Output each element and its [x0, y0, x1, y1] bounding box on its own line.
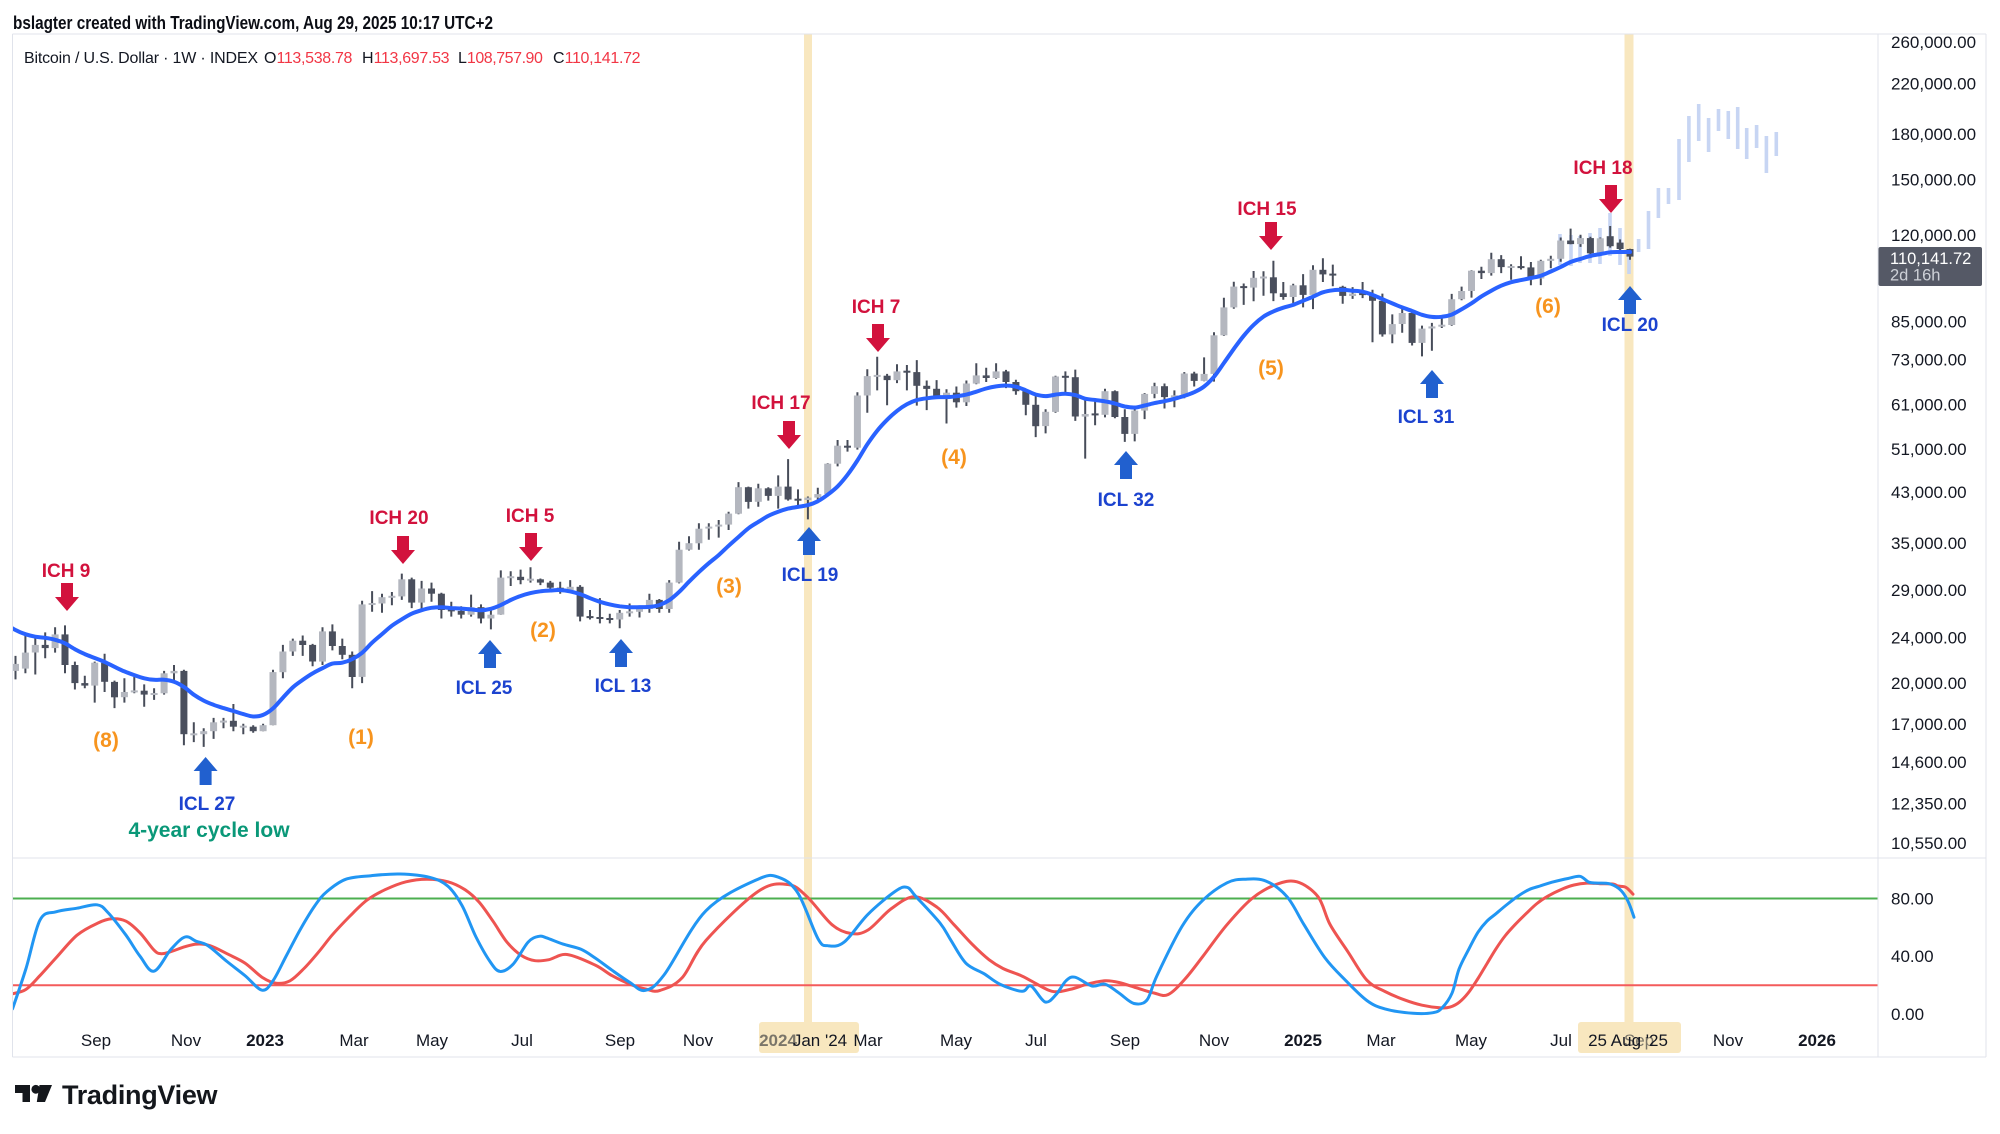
svg-text:(1): (1) — [348, 726, 374, 749]
svg-text:2026: 2026 — [1798, 1031, 1836, 1050]
svg-text:2023: 2023 — [246, 1031, 284, 1050]
svg-text:O113,538.78: O113,538.78 — [264, 50, 353, 67]
svg-text:Jul: Jul — [511, 1031, 533, 1050]
svg-text:ICL 13: ICL 13 — [595, 676, 652, 697]
svg-text:220,000.00: 220,000.00 — [1891, 75, 1976, 94]
svg-text:150,000.00: 150,000.00 — [1891, 170, 1976, 189]
svg-text:(2): (2) — [530, 619, 556, 642]
svg-text:Nov: Nov — [683, 1031, 714, 1050]
svg-text:Jul: Jul — [1550, 1031, 1572, 1050]
svg-text:TradingView: TradingView — [62, 1080, 219, 1110]
svg-text:85,000.00: 85,000.00 — [1891, 312, 1967, 331]
svg-text:24,000.00: 24,000.00 — [1891, 629, 1967, 648]
svg-text:ICL 31: ICL 31 — [1398, 407, 1455, 428]
svg-text:Sep: Sep — [1110, 1031, 1140, 1050]
svg-text:2024: 2024 — [759, 1031, 797, 1050]
svg-text:ICH 20: ICH 20 — [369, 508, 428, 529]
svg-text:Mar: Mar — [853, 1031, 883, 1050]
svg-text:May: May — [940, 1031, 973, 1050]
svg-text:2025: 2025 — [1284, 1031, 1322, 1050]
svg-text:Sep: Sep — [81, 1031, 111, 1050]
svg-text:May: May — [1455, 1031, 1488, 1050]
svg-text:260,000.00: 260,000.00 — [1891, 33, 1976, 52]
svg-text:Bitcoin / U.S. Dollar · 1W · I: Bitcoin / U.S. Dollar · 1W · INDEX — [24, 50, 258, 67]
svg-text:ICH 9: ICH 9 — [42, 561, 91, 582]
svg-text:17,000.00: 17,000.00 — [1891, 715, 1967, 734]
svg-text:2d 16h: 2d 16h — [1890, 267, 1940, 285]
svg-text:C110,141.72: C110,141.72 — [553, 50, 641, 67]
svg-text:51,000.00: 51,000.00 — [1891, 440, 1967, 459]
svg-text:ICH 7: ICH 7 — [852, 297, 901, 318]
svg-text:ICL 19: ICL 19 — [782, 565, 839, 586]
svg-text:May: May — [416, 1031, 449, 1050]
svg-text:Nov: Nov — [1199, 1031, 1230, 1050]
svg-text:H113,697.53: H113,697.53 — [362, 50, 450, 67]
svg-text:ICH 17: ICH 17 — [751, 393, 810, 414]
svg-text:61,000.00: 61,000.00 — [1891, 395, 1967, 414]
svg-text:35,000.00: 35,000.00 — [1891, 534, 1967, 553]
svg-text:Jan '24: Jan '24 — [793, 1031, 847, 1050]
svg-text:ICH 18: ICH 18 — [1573, 158, 1632, 179]
svg-text:Mar: Mar — [339, 1031, 369, 1050]
svg-text:ICH 5: ICH 5 — [506, 506, 555, 527]
svg-text:4-year cycle low: 4-year cycle low — [128, 819, 290, 842]
svg-text:14,600.00: 14,600.00 — [1891, 753, 1967, 772]
svg-text:40.00: 40.00 — [1891, 947, 1934, 966]
svg-text:(3): (3) — [716, 575, 742, 598]
svg-text:ICL 20: ICL 20 — [1602, 315, 1659, 336]
svg-text:29,000.00: 29,000.00 — [1891, 581, 1967, 600]
svg-text:180,000.00: 180,000.00 — [1891, 125, 1976, 144]
svg-text:80.00: 80.00 — [1891, 889, 1934, 908]
svg-text:0.00: 0.00 — [1891, 1005, 1924, 1024]
svg-text:Jul: Jul — [1025, 1031, 1047, 1050]
svg-text:120,000.00: 120,000.00 — [1891, 226, 1976, 245]
svg-text:ICL 25: ICL 25 — [456, 678, 513, 699]
svg-text:110,141.72: 110,141.72 — [1890, 250, 1971, 268]
svg-text:Nov: Nov — [1713, 1031, 1744, 1050]
svg-text:Sep: Sep — [1624, 1031, 1654, 1050]
svg-text:ICH 15: ICH 15 — [1237, 199, 1297, 220]
svg-text:12,350.00: 12,350.00 — [1891, 795, 1967, 814]
svg-text:43,000.00: 43,000.00 — [1891, 483, 1967, 502]
svg-text:Mar: Mar — [1366, 1031, 1396, 1050]
svg-text:L108,757.90: L108,757.90 — [458, 50, 543, 67]
svg-text:25 Aug '25: 25 Aug '25 — [1588, 1031, 1668, 1050]
svg-text:20,000.00: 20,000.00 — [1891, 674, 1967, 693]
svg-text:(5): (5) — [1258, 357, 1284, 380]
svg-text:10,550.00: 10,550.00 — [1891, 834, 1967, 853]
svg-text:ICL 32: ICL 32 — [1098, 490, 1155, 511]
svg-text:(8): (8) — [93, 729, 119, 752]
svg-text:Sep: Sep — [605, 1031, 635, 1050]
svg-text:bslagter created with TradingV: bslagter created with TradingView.com, A… — [13, 13, 493, 33]
svg-text:ICL 27: ICL 27 — [179, 794, 236, 815]
svg-text:73,000.00: 73,000.00 — [1891, 350, 1967, 369]
svg-text:(6): (6) — [1535, 295, 1561, 318]
svg-text:(4): (4) — [941, 446, 967, 469]
svg-text:Nov: Nov — [171, 1031, 202, 1050]
